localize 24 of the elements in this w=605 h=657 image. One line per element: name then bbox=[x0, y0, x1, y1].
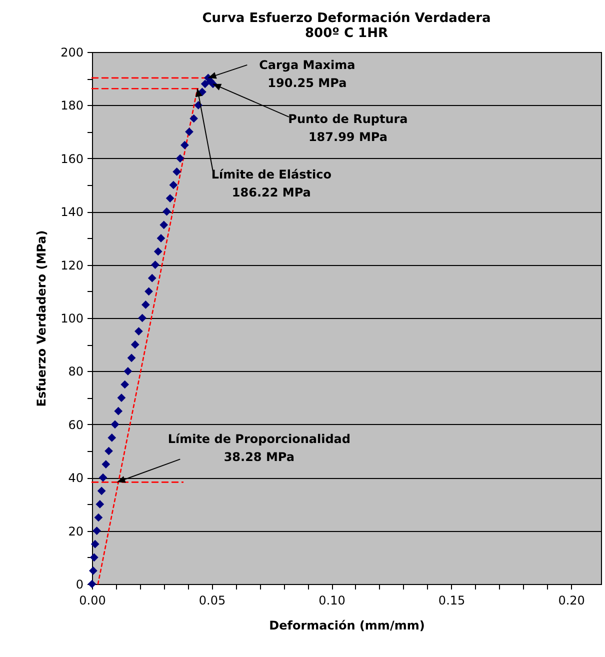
y-tick-label: 20 bbox=[68, 524, 84, 538]
y-tick-label: 80 bbox=[68, 364, 84, 379]
x-tick-label: 0.15 bbox=[438, 594, 466, 608]
x-tick-label: 0.00 bbox=[79, 594, 106, 608]
y-tick-label: 200 bbox=[60, 46, 84, 60]
annotation: Carga Maxima 190.25 MPa bbox=[259, 58, 356, 90]
y-axis-title: Esfuerzo Verdadero (MPa) bbox=[34, 230, 49, 407]
annotation: Límite de Proporcionalidad 38.28 MPa bbox=[168, 432, 350, 464]
y-tick-label: 180 bbox=[60, 98, 84, 113]
y-tick-label: 100 bbox=[60, 312, 84, 326]
x-tick-label: 0.10 bbox=[318, 594, 346, 608]
chart-subtitle: 800º C 1HR bbox=[305, 26, 388, 41]
y-tick-label: 120 bbox=[60, 258, 84, 272]
y-tick-label: 140 bbox=[60, 205, 84, 220]
annotation: Punto de Ruptura 187.99 MPa bbox=[288, 112, 408, 144]
y-tick-label: 40 bbox=[68, 471, 84, 486]
annotation: Límite de Elástico 186.22 MPa bbox=[211, 168, 332, 200]
y-tick-label: 60 bbox=[68, 418, 84, 432]
x-axis-title: Deformación (mm/mm) bbox=[269, 618, 425, 632]
chart-title: Curva Esfuerzo Deformación Verdadera bbox=[202, 11, 491, 26]
y-tick-label: 0 bbox=[76, 578, 84, 592]
y-tick-label: 160 bbox=[60, 152, 84, 166]
x-tick-label: 0.05 bbox=[198, 594, 226, 608]
x-tick-label: 0.20 bbox=[558, 594, 585, 608]
